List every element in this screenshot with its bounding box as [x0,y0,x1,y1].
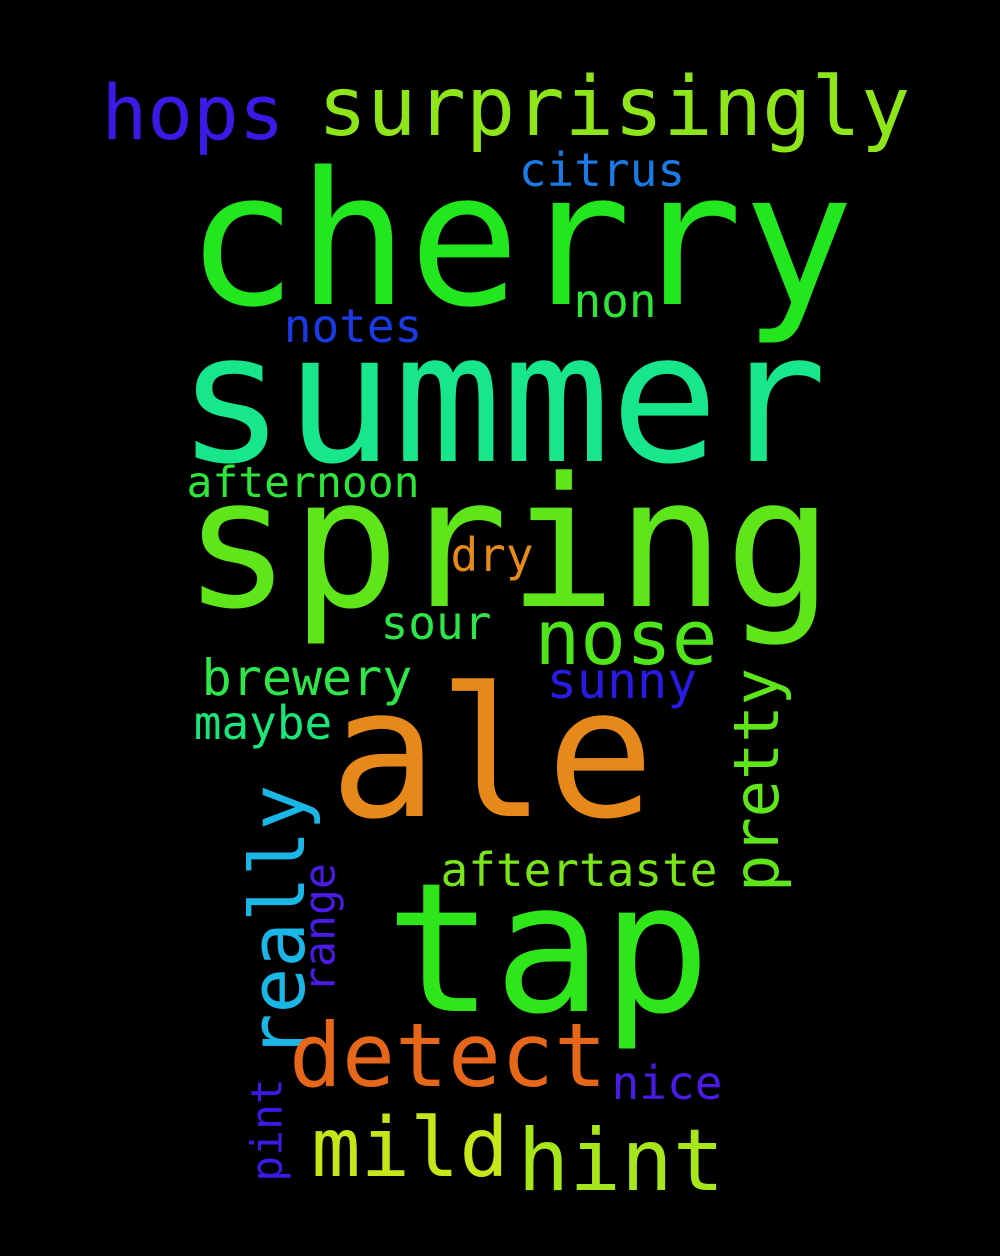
word-tap: tap [385,845,711,1054]
word-pretty: pretty [720,668,793,892]
word-hint: hint [517,1111,725,1211]
word-aftertaste: aftertaste [440,843,718,897]
word-surprisingly: surprisingly [317,60,911,155]
word-maybe: maybe [193,696,333,750]
word-non: non [573,274,657,328]
word-spring: spring [182,440,834,649]
word-notes: notes [283,299,423,353]
word-nose: nose [534,593,718,682]
word-cherry: cherry [185,132,855,348]
word-ale: ale [329,650,655,859]
word-sunny: sunny [546,652,698,710]
word-brewery: brewery [201,649,413,707]
word-detect: detect [289,1004,607,1107]
word-sour: sour [380,596,492,650]
word-afternoon: afternoon [186,458,420,508]
word-citrus: citrus [518,143,686,197]
word-hops: hops [101,68,285,157]
word-summer: summer [176,295,828,504]
word-range: range [295,863,346,993]
word-pint: pint [242,1078,293,1182]
word-dry: dry [450,528,534,582]
word-mild: mild [311,1101,509,1196]
word-nice: nice [611,1056,723,1110]
